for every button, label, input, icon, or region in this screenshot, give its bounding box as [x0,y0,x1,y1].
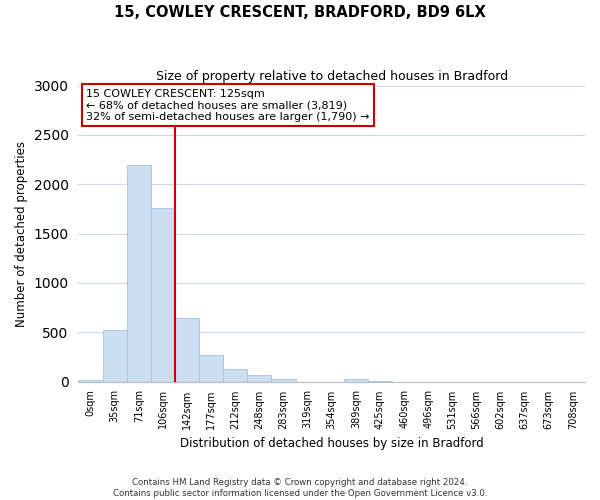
Bar [368,380,392,382]
Bar [271,378,296,382]
Bar [103,330,127,382]
Bar [344,378,368,382]
Title: Size of property relative to detached houses in Bradford: Size of property relative to detached ho… [155,70,508,83]
Y-axis label: Number of detached properties: Number of detached properties [15,140,28,326]
Text: Contains HM Land Registry data © Crown copyright and database right 2024.
Contai: Contains HM Land Registry data © Crown c… [113,478,487,498]
Bar [127,164,151,382]
Bar [199,356,223,382]
Bar [79,380,103,382]
X-axis label: Distribution of detached houses by size in Bradford: Distribution of detached houses by size … [180,437,484,450]
Bar [223,369,247,382]
Text: 15, COWLEY CRESCENT, BRADFORD, BD9 6LX: 15, COWLEY CRESCENT, BRADFORD, BD9 6LX [114,5,486,20]
Bar [175,318,199,382]
Bar [247,374,271,382]
Bar [151,208,175,382]
Text: 15 COWLEY CRESCENT: 125sqm
← 68% of detached houses are smaller (3,819)
32% of s: 15 COWLEY CRESCENT: 125sqm ← 68% of deta… [86,88,370,122]
